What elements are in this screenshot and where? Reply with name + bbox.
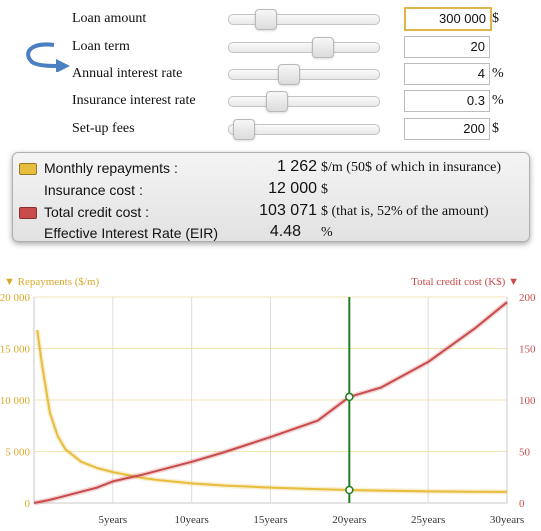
chart-ticks: 0 0 5 000 50 10 000 100 15 000 150 20 000 200 5yea…: [0, 292, 536, 526]
loan-amount-unit: $: [492, 11, 499, 26]
total-cost-legend-swatch[interactable]: [19, 207, 37, 219]
total-cost-line: [33, 301, 508, 504]
monthly-repayments-note: $/m (50$ of which in insurance): [321, 160, 502, 175]
x-tick-label: 25years: [411, 514, 445, 526]
left-axis-title: ▼ Repayments ($/m): [4, 276, 100, 288]
eir-label: Effective Interest Rate (EIR): [44, 225, 219, 241]
repayments-legend-swatch[interactable]: [19, 163, 37, 175]
insurance-rate-row: Insurance interest rate 0.3 %: [0, 90, 541, 114]
x-tick-label: 15years: [253, 514, 287, 526]
insurance-cost-value: 12 000: [268, 180, 317, 197]
x-tick-label: 30years: [490, 514, 524, 526]
left-tick-label: 5 000: [5, 447, 30, 459]
monthly-repayments-label: Monthly repayments :: [44, 160, 178, 176]
eir-row: Effective Interest Rate (EIR) 4.48 %: [13, 223, 529, 243]
marker-point: [345, 392, 354, 402]
right-axis-title: Total credit cost (K$) ▼: [411, 276, 519, 288]
loan-term-row: Loan term 20: [0, 36, 541, 60]
swap-arrow-icon: [26, 42, 70, 72]
left-tick-label: 15 000: [0, 344, 31, 356]
setup-fees-label: Set-up fees: [72, 121, 135, 136]
loan-term-label: Loan term: [72, 39, 130, 54]
insurance-cost-note: $: [321, 182, 328, 197]
loan-amount-slider[interactable]: [228, 9, 380, 30]
slider-handle[interactable]: [312, 37, 335, 58]
right-tick-label: 100: [519, 395, 536, 407]
setup-fees-row: Set-up fees 200 $: [0, 118, 541, 142]
loan-amount-label: Loan amount: [72, 11, 147, 26]
interest-rate-unit: %: [492, 66, 504, 81]
monthly-repayments-value: 1 262: [276, 158, 317, 175]
results-panel: Monthly repayments : 1 262 $/m (50$ of w…: [12, 152, 530, 242]
right-tick-label: 150: [519, 344, 536, 356]
slider-handle[interactable]: [266, 91, 289, 112]
right-tick-label: 200: [519, 292, 536, 304]
x-tick-label: 20years: [332, 514, 366, 526]
right-tick-label: 0: [519, 498, 525, 510]
loan-term-slider[interactable]: [228, 37, 380, 58]
setup-fees-slider[interactable]: [228, 119, 380, 140]
chart-series: [33, 300, 509, 506]
left-tick-label: 20 000: [0, 292, 31, 304]
repayment-chart[interactable]: ▼ Repayments ($/m) Total credit cost (K$…: [0, 270, 541, 531]
left-tick-label: 10 000: [0, 395, 31, 407]
chart-marker[interactable]: [345, 297, 354, 503]
slider-handle[interactable]: [254, 9, 277, 30]
eir-note: %: [321, 225, 333, 240]
setup-fees-unit: $: [492, 121, 499, 136]
total-credit-cost-label: Total credit cost :: [44, 204, 150, 220]
x-tick-label: 10years: [175, 514, 209, 526]
marker-point: [345, 485, 354, 495]
interest-rate-label: Annual interest rate: [72, 66, 183, 81]
right-tick-label: 50: [519, 447, 531, 459]
interest-rate-input[interactable]: 4: [404, 63, 490, 85]
interest-rate-row: Annual interest rate 4 %: [0, 63, 541, 87]
repayments-line: [36, 329, 508, 493]
slider-handle[interactable]: [232, 119, 255, 140]
loan-term-input[interactable]: 20: [404, 36, 490, 58]
eir-value: 4.48: [269, 223, 301, 240]
slider-handle[interactable]: [277, 64, 300, 85]
insurance-cost-row: Insurance cost : 12 000 $: [13, 180, 529, 200]
loan-amount-input[interactable]: 300 000: [404, 7, 492, 31]
left-tick-label: 0: [25, 498, 31, 510]
monthly-repayments-row: Monthly repayments : 1 262 $/m (50$ of w…: [13, 158, 529, 178]
total-credit-cost-note: $ (that is, 52% of the amount): [321, 204, 489, 219]
insurance-rate-unit: %: [492, 93, 504, 108]
insurance-rate-label: Insurance interest rate: [72, 93, 196, 108]
total-credit-cost-value: 103 071: [259, 202, 317, 219]
insurance-cost-label: Insurance cost :: [44, 182, 143, 198]
loan-amount-row: Loan amount 300 000 $: [0, 7, 541, 32]
x-tick-label: 5years: [98, 514, 127, 526]
setup-fees-input[interactable]: 200: [404, 118, 490, 140]
interest-rate-slider[interactable]: [228, 64, 380, 85]
insurance-rate-input[interactable]: 0.3: [404, 90, 490, 112]
total-credit-cost-row: Total credit cost : 103 071 $ (that is, …: [13, 202, 529, 222]
insurance-rate-slider[interactable]: [228, 91, 380, 112]
